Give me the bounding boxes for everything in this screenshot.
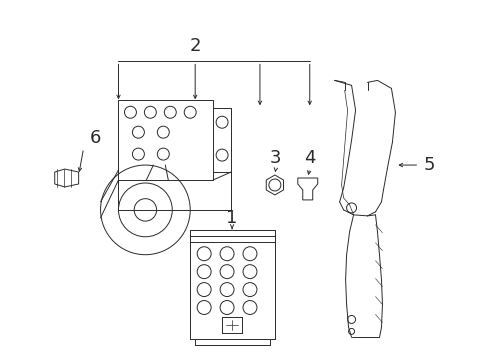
Text: 6: 6 — [90, 129, 101, 147]
Text: 2: 2 — [189, 36, 201, 54]
Text: 5: 5 — [423, 156, 434, 174]
Text: 4: 4 — [304, 149, 315, 167]
Text: 3: 3 — [269, 149, 281, 167]
Text: 1: 1 — [226, 209, 237, 227]
